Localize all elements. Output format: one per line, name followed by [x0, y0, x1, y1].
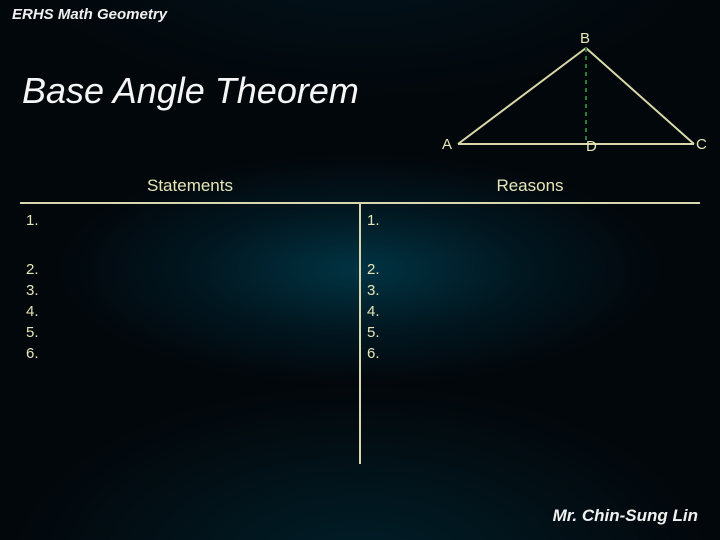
statements-column: 1. 2. 3. 4. 5. 6.	[20, 204, 361, 464]
triangle-diagram: A B C D	[446, 42, 706, 157]
statement-row: 1.	[26, 212, 349, 229]
statement-row: 5.	[26, 324, 349, 341]
row-gap	[26, 233, 349, 261]
statement-row: 3.	[26, 282, 349, 299]
proof-table: Statements Reasons 1. 2. 3. 4. 5. 6. 1. …	[20, 176, 700, 464]
course-header: ERHS Math Geometry	[12, 6, 167, 23]
edge-bc	[586, 48, 694, 144]
proof-header-row: Statements Reasons	[20, 176, 700, 202]
reason-row: 6.	[367, 345, 690, 362]
reason-row: 1.	[367, 212, 690, 229]
edge-ab	[458, 48, 586, 144]
statement-row: 4.	[26, 303, 349, 320]
reason-row: 4.	[367, 303, 690, 320]
statement-row: 6.	[26, 345, 349, 362]
statement-row: 2.	[26, 261, 349, 278]
reason-row: 3.	[367, 282, 690, 299]
reason-row: 5.	[367, 324, 690, 341]
row-gap	[367, 233, 690, 261]
col-header-reasons: Reasons	[360, 176, 700, 202]
vertex-label-b: B	[580, 30, 590, 47]
vertex-label-d: D	[586, 138, 597, 155]
reason-row: 2.	[367, 261, 690, 278]
proof-body: 1. 2. 3. 4. 5. 6. 1. 2. 3. 4. 5. 6.	[20, 204, 700, 464]
col-header-statements: Statements	[20, 176, 360, 202]
slide-title: Base Angle Theorem	[22, 70, 359, 112]
vertex-label-a: A	[442, 136, 452, 153]
reasons-column: 1. 2. 3. 4. 5. 6.	[361, 204, 700, 464]
author-footer: Mr. Chin-Sung Lin	[553, 506, 698, 526]
vertex-label-c: C	[696, 136, 707, 153]
triangle-svg	[446, 42, 706, 157]
